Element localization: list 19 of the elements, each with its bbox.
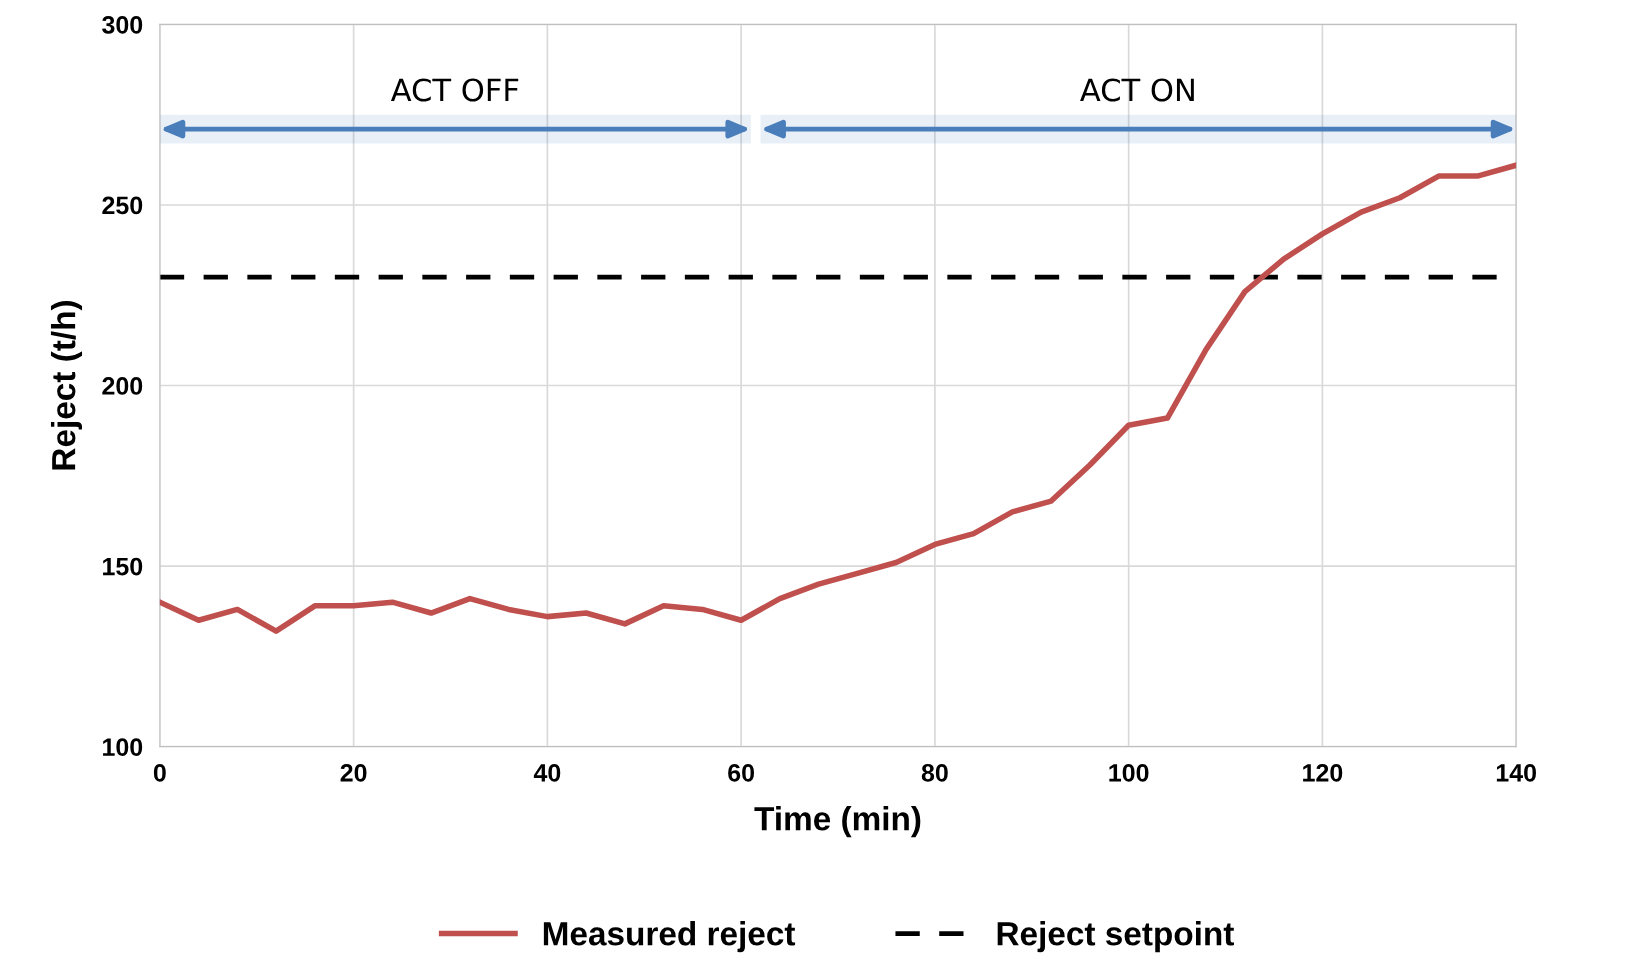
x-tick-label: 20 (340, 763, 367, 782)
y-tick-label: 200 (102, 377, 143, 395)
x-tick-label: 40 (533, 763, 561, 782)
x-tick-label: 0 (153, 763, 166, 782)
legend-label: Measured reject (543, 921, 796, 953)
x-tick-label: 140 (1496, 763, 1536, 782)
y-tick-label: 150 (103, 557, 143, 576)
y-axis-title: Reject (t/h) (50, 301, 83, 470)
band-label: ACT ON (1080, 78, 1194, 102)
x-axis-title: Time (min) (754, 806, 921, 838)
band-label: ACT OFF (390, 78, 519, 102)
y-tick-label: 100 (103, 738, 143, 756)
y-tick-label: 250 (102, 196, 143, 215)
x-tick-label: 80 (921, 763, 948, 782)
x-tick-label: 120 (1303, 763, 1343, 782)
x-tick-label: 100 (1109, 763, 1149, 782)
legend-label: Reject setpoint (997, 921, 1234, 953)
y-tick-label: 300 (102, 16, 143, 34)
x-tick-label: 60 (728, 763, 755, 782)
